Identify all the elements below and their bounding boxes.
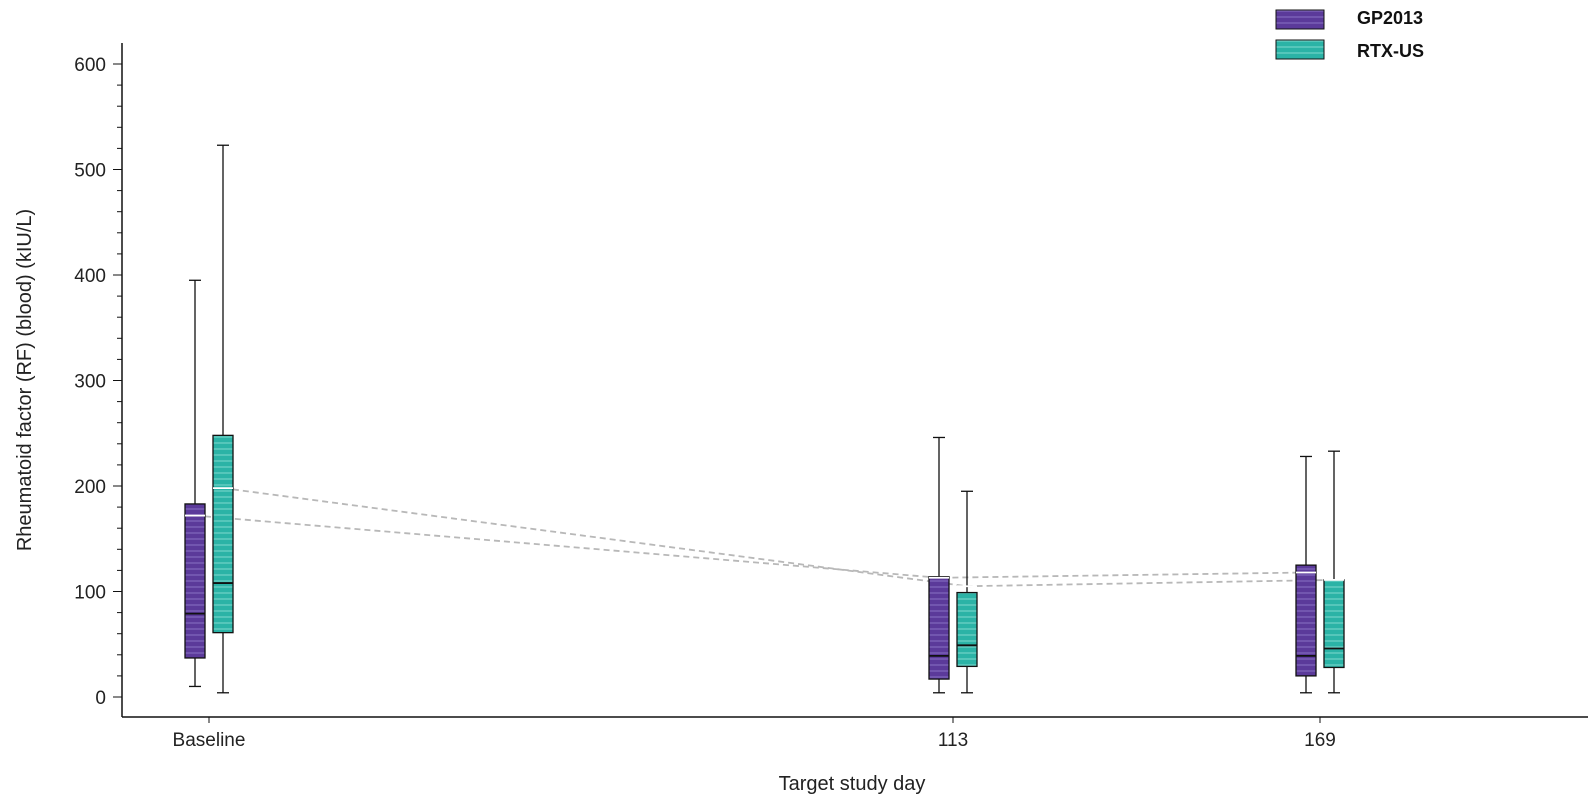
y-axis-title: Rheumatoid factor (RF) (blood) (kIU/L): [14, 209, 36, 551]
x-axis: Baseline 113 169: [122, 716, 1588, 751]
legend-label-rtx-us: RTX-US: [1357, 41, 1424, 61]
legend: GP2013 RTX-US: [1275, 8, 1424, 61]
box-rtx-us-169: [1323, 450, 1345, 694]
box-rtx-us-baseline: [212, 144, 234, 694]
box-rtx-us-113: [956, 490, 978, 694]
x-tick-label: 169: [1304, 730, 1336, 751]
y-ticks: 0 100 200 300 400 500 600: [74, 55, 122, 709]
y-tick-label: 0: [95, 688, 106, 709]
iqr-box: [1323, 579, 1345, 669]
iqr-box: [956, 591, 978, 668]
mean-connector-lines: [194, 487, 1335, 588]
box-gp2013-baseline: [184, 279, 206, 688]
y-tick-label: 500: [74, 161, 106, 182]
y-tick-label: 300: [74, 372, 106, 393]
mean-connector-rtx-us: [222, 487, 1335, 588]
x-ticks: Baseline 113 169: [173, 717, 1336, 751]
x-tick-label: Baseline: [173, 730, 246, 751]
box-gp2013-169: [1295, 455, 1317, 694]
iqr-box: [184, 503, 206, 659]
x-tick-label: 113: [938, 730, 968, 751]
y-tick-label: 100: [74, 583, 106, 604]
legend-label-gp2013: GP2013: [1357, 8, 1423, 28]
box-gp2013-113: [928, 436, 950, 694]
y-tick-label: 400: [74, 266, 106, 287]
x-axis-title: Target study day: [779, 773, 926, 795]
legend-swatch-gp2013: [1275, 9, 1325, 30]
iqr-box: [928, 576, 950, 680]
legend-swatch-rtx-us: [1275, 39, 1325, 60]
y-tick-label: 200: [74, 477, 106, 498]
mean-connector-gp2013: [194, 514, 1307, 579]
y-tick-label: 600: [74, 55, 106, 76]
y-axis: 0 100 200 300 400 500 600: [74, 43, 123, 717]
iqr-box: [1295, 564, 1317, 677]
iqr-box: [212, 434, 234, 634]
box-plots: [184, 144, 1345, 694]
